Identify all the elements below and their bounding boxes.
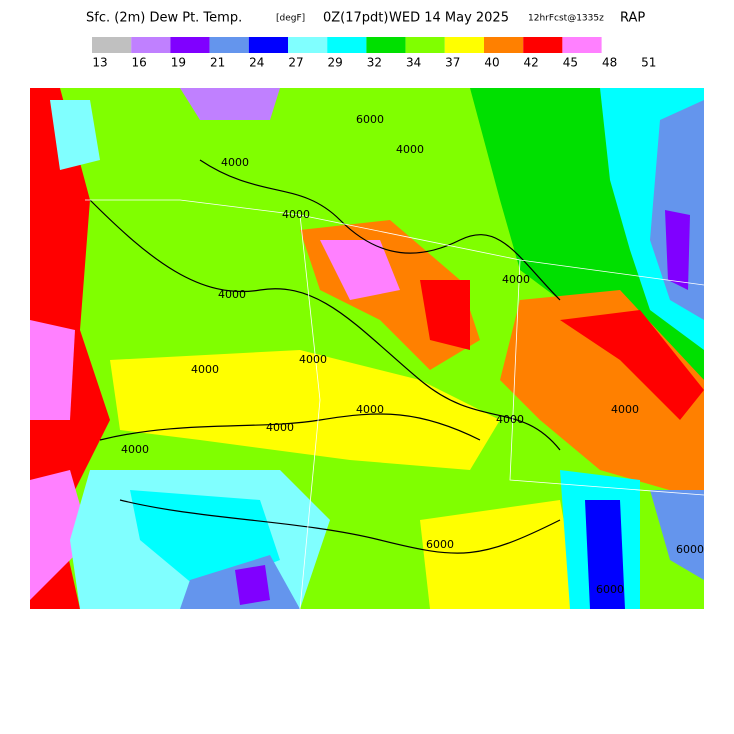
map-region: [180, 88, 280, 120]
colorbar-label: 32: [367, 56, 382, 70]
contour-label: 4000: [218, 288, 246, 301]
colorbar-swatch: [405, 37, 445, 53]
colorbar-swatch: [170, 37, 210, 53]
map: 4000 4000 4000 4000 4000 4000 4000 4000 4000 4000…: [30, 88, 705, 610]
map-region: [320, 240, 400, 300]
title-forecast: 12hrFcst@1335z: [528, 14, 604, 24]
contour-label: 4000: [502, 273, 530, 286]
colorbar-swatch: [444, 37, 484, 53]
map-region: [420, 500, 580, 609]
map-region: [110, 350, 500, 470]
contour-label: 6000: [596, 583, 624, 596]
contour-label: 6000: [676, 543, 704, 556]
colorbar-label: 40: [484, 56, 499, 70]
colorbar-label: 13: [92, 56, 107, 70]
contour-label: 4000: [121, 443, 149, 456]
colorbar-swatch: [92, 37, 132, 53]
contour-label: 4000: [611, 403, 639, 416]
map-region: [650, 100, 704, 320]
map-region: [30, 470, 90, 600]
map-region: [30, 320, 75, 420]
map-region: [585, 500, 625, 609]
title-field: Sfc. (2m) Dew Pt. Temp.: [86, 11, 242, 26]
colorbar-swatch: [484, 37, 524, 53]
colorbar-label: 45: [563, 56, 578, 70]
colorbar-swatch: [209, 37, 249, 53]
colorbar-label: 51: [641, 56, 656, 70]
colorbar-swatch: [366, 37, 406, 53]
contour-label: 4000: [191, 363, 219, 376]
contour-label: 4000: [266, 421, 294, 434]
colorbar-label: 37: [445, 56, 460, 70]
contours: [89, 159, 561, 554]
contour-label: 4000: [356, 403, 384, 416]
map-region: [650, 490, 704, 580]
map-region: [235, 565, 270, 605]
colorbar-label: 21: [210, 56, 225, 70]
contour-label: 6000: [356, 113, 384, 126]
colorbar-label: 29: [328, 56, 343, 70]
colorbar-label: 19: [171, 56, 186, 70]
colorbar-swatch: [327, 37, 367, 53]
map-region: [50, 100, 100, 170]
colorbar-swatch: [131, 37, 171, 53]
map-region: [420, 280, 470, 350]
colorbar-swatch: [562, 37, 602, 53]
contour-label: 4000: [299, 353, 327, 366]
title-date: WED 14 May 2025: [389, 11, 509, 26]
title-model: RAP: [620, 11, 645, 26]
colorbar-label: 24: [249, 56, 264, 70]
colorbar-label: 42: [524, 56, 539, 70]
contour-labels: 4000 4000 4000 4000 4000 4000 4000 4000 4000 4000…: [121, 113, 704, 596]
contour-label: 4000: [282, 208, 310, 221]
colorbar-swatch: [288, 37, 328, 53]
colorbar-label: 27: [288, 56, 303, 70]
boundaries: [85, 199, 705, 610]
colorbar-swatch: [248, 37, 288, 53]
title: Sfc. (2m) Dew Pt. Temp. [degF] 0Z(17pdt)…: [86, 11, 645, 26]
map-region: [560, 310, 704, 420]
colorbar-label: 34: [406, 56, 421, 70]
colorbar: 13 16 19 21 24 27 29 32 34 37 40 42 45 48 51: [92, 37, 656, 70]
contour-label: 4000: [221, 156, 249, 169]
map-region: [665, 210, 690, 290]
contour-label: 4000: [496, 413, 524, 426]
contour-label: 6000: [426, 538, 454, 551]
colorbar-swatch: [523, 37, 563, 53]
colorbar-label: 48: [602, 56, 617, 70]
title-valid: 0Z(17pdt): [323, 11, 388, 26]
colorbar-label: 16: [132, 56, 147, 70]
title-units: [degF]: [276, 14, 305, 24]
contour-label: 4000: [396, 143, 424, 156]
